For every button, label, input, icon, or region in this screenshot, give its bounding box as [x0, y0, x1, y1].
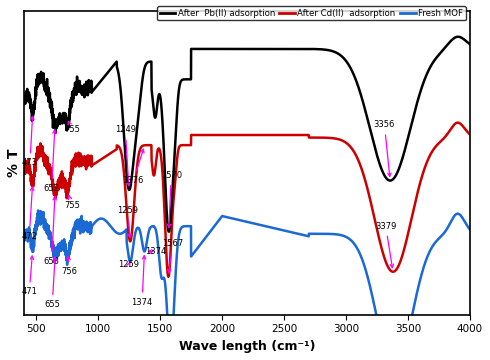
Text: 1567: 1567	[162, 239, 183, 273]
Text: 755: 755	[64, 195, 80, 210]
Y-axis label: % T: % T	[7, 149, 21, 177]
Text: 756: 756	[62, 256, 77, 276]
Text: 655: 655	[44, 257, 60, 309]
Text: 3389: 3389	[0, 359, 1, 360]
Legend: After  Pb(II) adsorption, After Cd(II)  adsorption, Fresh MOF: After Pb(II) adsorption, After Cd(II) ad…	[157, 6, 465, 20]
Text: 472: 472	[22, 187, 37, 241]
Text: 1259: 1259	[117, 207, 138, 237]
Text: 1259: 1259	[119, 260, 140, 269]
Text: 471: 471	[22, 256, 37, 297]
Text: 3379: 3379	[375, 222, 396, 267]
Text: 653: 653	[44, 197, 60, 266]
Text: 473: 473	[22, 116, 38, 167]
X-axis label: Wave length (cm⁻¹): Wave length (cm⁻¹)	[179, 340, 315, 353]
Text: 1376: 1376	[122, 149, 144, 185]
Text: 3356: 3356	[374, 120, 395, 176]
Text: 1584: 1584	[0, 359, 1, 360]
Text: 1374: 1374	[131, 256, 153, 307]
Text: 1570: 1570	[161, 171, 182, 228]
Text: 652: 652	[44, 130, 60, 193]
Text: 755: 755	[64, 122, 80, 134]
Text: 1249: 1249	[115, 125, 136, 186]
Text: 1374: 1374	[145, 247, 167, 256]
